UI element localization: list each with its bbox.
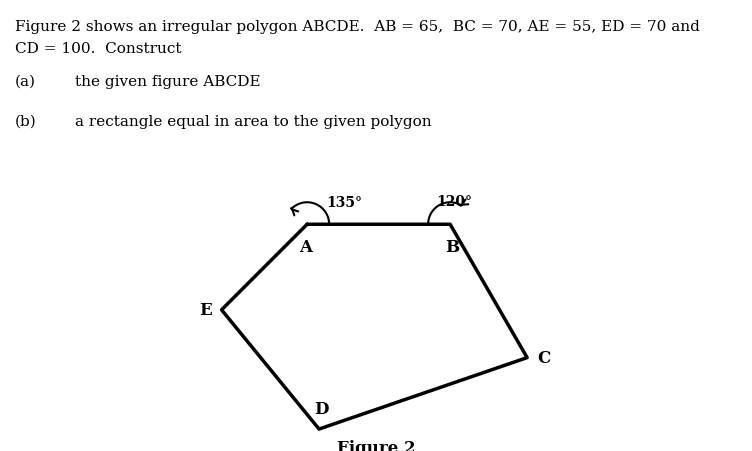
Text: C: C [537,350,550,366]
Text: 135°: 135° [326,196,362,210]
Text: (a): (a) [15,75,36,89]
Text: B: B [445,239,459,256]
Text: D: D [314,400,329,417]
Text: the given figure ABCDE: the given figure ABCDE [75,75,261,89]
Text: a rectangle equal in area to the given polygon: a rectangle equal in area to the given p… [75,115,432,129]
Text: Figure 2 shows an irregular polygon ABCDE.  AB = 65,  BC = 70, AE = 55, ED = 70 : Figure 2 shows an irregular polygon ABCD… [15,20,700,34]
Text: 120°: 120° [437,195,472,209]
Text: Figure 2: Figure 2 [337,439,415,451]
Text: E: E [199,302,211,318]
Text: A: A [299,239,311,256]
Text: (b): (b) [15,115,37,129]
Text: CD = 100.  Construct: CD = 100. Construct [15,42,181,56]
